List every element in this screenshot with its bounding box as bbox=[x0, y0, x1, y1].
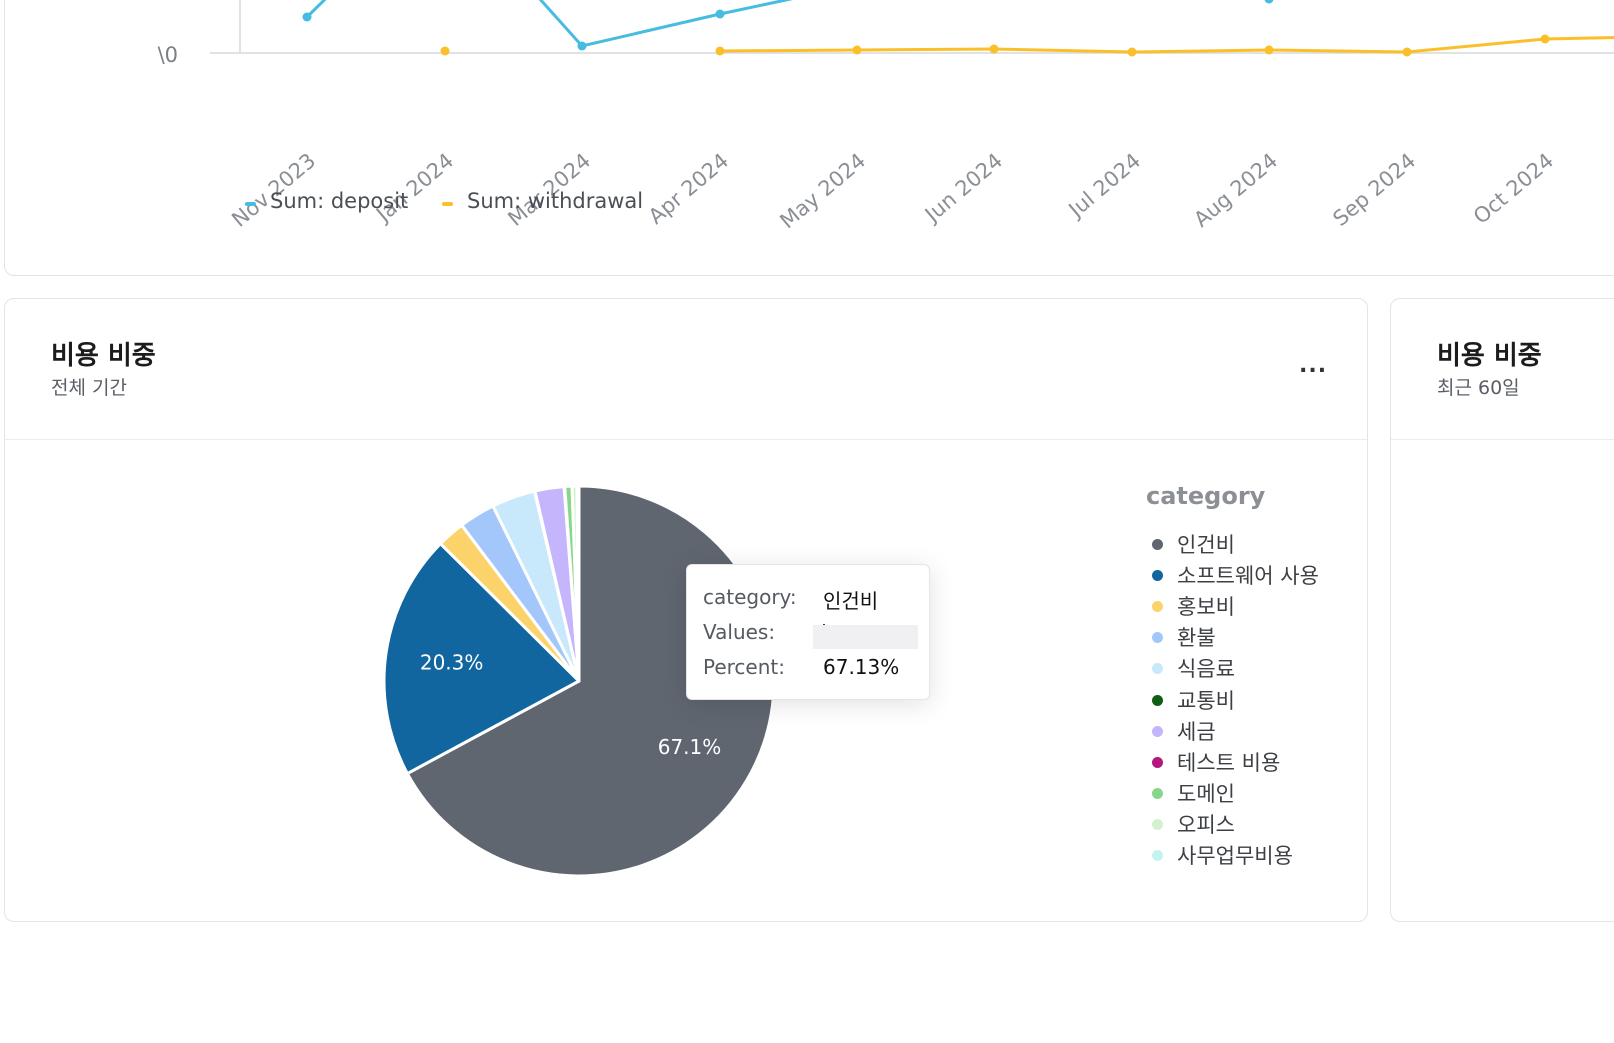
card-divider bbox=[1391, 439, 1614, 440]
x-tick-label: Aug 2024 bbox=[1189, 148, 1282, 231]
legend-swatch-deposit bbox=[245, 202, 256, 206]
pie-slice[interactable] bbox=[575, 484, 581, 683]
line-chart-card: \0 Nov 2023 Jan 2024 Mar 2024 Apr 2024 May 20… bbox=[4, 0, 1614, 276]
legend-dot-icon bbox=[1152, 539, 1163, 550]
pie-slice[interactable] bbox=[405, 484, 776, 878]
card-subtitle: 최근 60일 bbox=[1437, 377, 1520, 399]
data-point-withdrawal[interactable] bbox=[1264, 45, 1274, 55]
legend-label: 환불 bbox=[1177, 626, 1216, 651]
legend-dot-icon bbox=[1152, 787, 1163, 799]
data-point-withdrawal[interactable] bbox=[440, 46, 450, 56]
card-title: 비용 비중 bbox=[51, 341, 156, 371]
data-point-withdrawal[interactable] bbox=[852, 45, 862, 55]
legend-dot-icon bbox=[1152, 818, 1163, 830]
legend-dot-icon bbox=[1152, 725, 1163, 737]
legend-dot-icon bbox=[1152, 632, 1163, 644]
legend-swatch-withdrawal bbox=[442, 202, 453, 206]
tooltip-percent-label: Percent: bbox=[703, 655, 785, 679]
pie-slice[interactable] bbox=[382, 542, 581, 776]
data-point-withdrawal[interactable] bbox=[715, 46, 725, 56]
legend-dot-icon bbox=[1152, 850, 1163, 861]
legend-dot-icon bbox=[1152, 601, 1163, 613]
legend-dot-icon bbox=[1152, 756, 1163, 768]
legend-label: 교통비 bbox=[1177, 688, 1235, 713]
legend-label: 소프트웨어 사용 bbox=[1177, 564, 1319, 589]
pie-chart-card-recent: 비용 비중 최근 60일 bbox=[1390, 298, 1614, 922]
tooltip-percent-value: 67.13% bbox=[823, 655, 900, 679]
tooltip-category-value: 인건비 bbox=[823, 589, 879, 613]
x-tick-label: Jun 2024 bbox=[919, 148, 1007, 227]
data-point-withdrawal[interactable] bbox=[1127, 47, 1137, 57]
tooltip-values-label: Values: bbox=[703, 620, 776, 644]
x-tick-label: Sep 2024 bbox=[1328, 148, 1420, 230]
data-point-withdrawal[interactable] bbox=[1540, 34, 1550, 44]
data-point-withdrawal[interactable] bbox=[989, 44, 999, 54]
data-point-deposit[interactable] bbox=[1264, 0, 1274, 4]
series-line-deposit bbox=[305, 0, 794, 48]
more-options-button[interactable]: ... bbox=[1299, 353, 1328, 378]
card-title: 비용 비중 bbox=[1437, 341, 1542, 371]
pie-tooltip: category: 인건비 Values: \ Percent: 67.13% bbox=[686, 564, 930, 700]
legend-label: 홍보비 bbox=[1177, 595, 1235, 620]
card-divider bbox=[5, 439, 1367, 440]
tooltip-percent-row: Percent: 67.13% bbox=[703, 655, 899, 679]
legend-title: category bbox=[1146, 482, 1266, 510]
legend-dot-icon bbox=[1152, 663, 1163, 675]
series-line-withdrawal bbox=[719, 36, 1614, 54]
y-tick-label: \0 bbox=[158, 43, 178, 67]
x-tick-label: May 2024 bbox=[775, 148, 870, 233]
data-point-withdrawal[interactable] bbox=[1402, 47, 1412, 57]
card-subtitle: 전체 기간 bbox=[51, 377, 127, 399]
legend-label: 테스트 비용 bbox=[1177, 750, 1281, 775]
x-tick-label: Oct 2024 bbox=[1469, 148, 1558, 228]
legend-dot-icon bbox=[1152, 694, 1163, 706]
legend-label-withdrawal: Sum: withdrawal bbox=[467, 189, 644, 213]
tooltip-category-label: category: bbox=[703, 585, 797, 609]
tooltip-category-row: category: 인건비 bbox=[703, 585, 878, 613]
data-point-deposit[interactable] bbox=[302, 12, 312, 22]
legend-label-deposit: Sum: deposit bbox=[270, 189, 409, 213]
legend-label: 인건비 bbox=[1177, 533, 1235, 557]
x-tick-label: Jul 2024 bbox=[1063, 148, 1145, 223]
x-tick-label: Jan 2024 bbox=[370, 148, 458, 227]
legend-label: 세금 bbox=[1177, 719, 1216, 744]
tooltip-values-row: Values: \ bbox=[703, 620, 830, 644]
legend-label: 오피스 bbox=[1177, 812, 1235, 837]
legend-label: 사무업무비용 bbox=[1177, 844, 1293, 868]
legend-dot-icon bbox=[1152, 570, 1163, 582]
legend-label: 도메인 bbox=[1177, 781, 1235, 806]
x-tick-label: Apr 2024 bbox=[644, 148, 733, 228]
legend-label: 식음료 bbox=[1177, 657, 1235, 682]
data-point-deposit[interactable] bbox=[715, 9, 725, 19]
data-point-deposit[interactable] bbox=[577, 41, 587, 51]
redacted-value bbox=[813, 625, 918, 649]
